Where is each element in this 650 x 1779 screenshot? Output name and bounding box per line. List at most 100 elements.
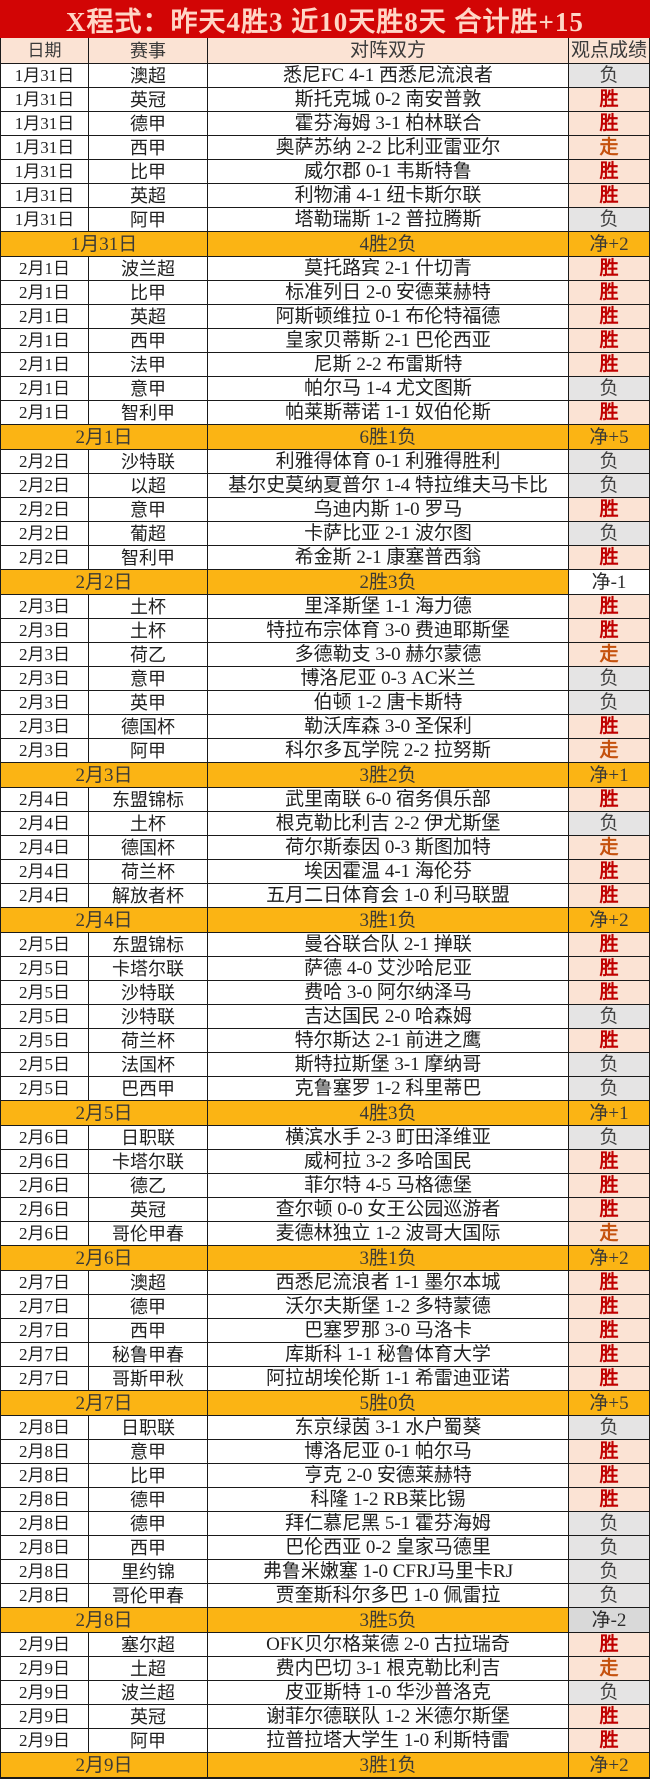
result-cell: 胜 bbox=[569, 1367, 649, 1391]
table-row: 2月8日 日职联 东京绿茵 3-1 水户蜀葵负 bbox=[1, 1416, 649, 1440]
league-cell: 意甲 bbox=[89, 377, 208, 401]
league-cell: 荷兰杯 bbox=[89, 1029, 208, 1053]
league-cell: 土超 bbox=[89, 1657, 208, 1681]
table-row: 2月3日 意甲 博洛尼亚 0-3 AC米兰负 bbox=[1, 667, 649, 691]
date-cell: 2月7日 bbox=[1, 1367, 89, 1391]
date-cell: 2月1日 bbox=[1, 257, 89, 281]
result-cell: 胜 bbox=[569, 1198, 649, 1222]
table-row: 1月31日 阿甲 塔勒瑞斯 1-2 普拉腾斯负 bbox=[1, 208, 649, 232]
date-cell: 2月8日 bbox=[1, 1560, 89, 1584]
league-cell: 荷兰杯 bbox=[89, 860, 208, 884]
date-cell: 2月9日 bbox=[1, 1729, 89, 1753]
date-cell: 1月31日 bbox=[1, 184, 89, 208]
result-cell: 负 bbox=[569, 1053, 649, 1077]
league-cell: 德国杯 bbox=[89, 715, 208, 739]
match-cell: 亨克 2-0 安德莱赫特 bbox=[208, 1464, 569, 1488]
result-cell: 负 bbox=[569, 812, 649, 836]
table-row: 2月1日 英超 阿斯顿维拉 0-1 布伦特福德胜 bbox=[1, 305, 649, 329]
date-cell: 2月3日 bbox=[1, 691, 89, 715]
summary-net-cell: 净+2 bbox=[569, 1753, 649, 1778]
result-cell: 走 bbox=[569, 1222, 649, 1246]
result-cell: 胜 bbox=[569, 1150, 649, 1174]
league-cell: 波兰超 bbox=[89, 257, 208, 281]
result-cell: 胜 bbox=[569, 1029, 649, 1053]
result-cell: 胜 bbox=[569, 329, 649, 353]
league-cell: 德国杯 bbox=[89, 836, 208, 860]
table-row: 1月31日 英冠 斯托克城 0-2 南安普敦胜 bbox=[1, 88, 649, 112]
date-cell: 2月1日 bbox=[1, 281, 89, 305]
result-cell: 胜 bbox=[569, 160, 649, 184]
summary-net-cell: 净+1 bbox=[569, 1101, 649, 1126]
date-cell: 1月31日 bbox=[1, 88, 89, 112]
date-cell: 2月5日 bbox=[1, 933, 89, 957]
match-cell: 帕尔马 1-4 尤文图斯 bbox=[208, 377, 569, 401]
league-cell: 德甲 bbox=[89, 1488, 208, 1512]
table-row: 1月31日 比甲 威尔郡 0-1 韦斯特鲁胜 bbox=[1, 160, 649, 184]
match-cell: 勒沃库森 3-0 圣保利 bbox=[208, 715, 569, 739]
summary-row: 2月3日 3胜2负 净+1 bbox=[1, 763, 649, 788]
column-header-date: 日期 bbox=[1, 38, 89, 64]
date-cell: 2月6日 bbox=[1, 1150, 89, 1174]
result-cell: 胜 bbox=[569, 788, 649, 812]
result-cell: 胜 bbox=[569, 401, 649, 425]
match-cell: 巴塞罗那 3-0 马洛卡 bbox=[208, 1319, 569, 1343]
result-cell: 胜 bbox=[569, 1319, 649, 1343]
result-cell: 胜 bbox=[569, 1633, 649, 1657]
date-cell: 2月8日 bbox=[1, 1488, 89, 1512]
result-cell: 胜 bbox=[569, 1440, 649, 1464]
summary-row: 2月6日 3胜1负 净+2 bbox=[1, 1246, 649, 1271]
table-row: 2月2日 意甲 乌迪内斯 1-0 罗马胜 bbox=[1, 498, 649, 522]
summary-date-cell: 2月8日 bbox=[1, 1608, 208, 1633]
league-cell: 西甲 bbox=[89, 329, 208, 353]
league-cell: 西甲 bbox=[89, 1319, 208, 1343]
summary-net-cell: 净-1 bbox=[569, 570, 649, 595]
result-cell: 负 bbox=[569, 1512, 649, 1536]
league-cell: 土杯 bbox=[89, 812, 208, 836]
date-cell: 1月31日 bbox=[1, 112, 89, 136]
league-cell: 土杯 bbox=[89, 595, 208, 619]
result-cell: 胜 bbox=[569, 1729, 649, 1753]
table-row: 2月8日 哥伦甲春 贾奎斯科尔多巴 1-0 佩雷拉负 bbox=[1, 1584, 649, 1608]
match-cell: 曼谷联合队 2-1 掸联 bbox=[208, 933, 569, 957]
summary-record-cell: 3胜1负 bbox=[208, 1753, 569, 1778]
match-cell: 根克勒比利吉 2-2 伊尤斯堡 bbox=[208, 812, 569, 836]
table-row: 2月8日 西甲 巴伦西亚 0-2 皇家马德里负 bbox=[1, 1536, 649, 1560]
league-cell: 德甲 bbox=[89, 112, 208, 136]
result-cell: 负 bbox=[569, 1077, 649, 1101]
league-cell: 阿甲 bbox=[89, 208, 208, 232]
summary-row: 1月31日 4胜2负 净+2 bbox=[1, 232, 649, 257]
league-cell: 土杯 bbox=[89, 619, 208, 643]
league-cell: 波兰超 bbox=[89, 1681, 208, 1705]
table-row: 2月4日 荷兰杯 埃因霍温 4-1 海伦芬胜 bbox=[1, 860, 649, 884]
match-cell: 多德勒支 3-0 赫尔蒙德 bbox=[208, 643, 569, 667]
match-cell: 沃尔夫斯堡 1-2 多特蒙德 bbox=[208, 1295, 569, 1319]
match-cell: 埃因霍温 4-1 海伦芬 bbox=[208, 860, 569, 884]
summary-date-cell: 2月9日 bbox=[1, 1753, 208, 1778]
league-cell: 澳超 bbox=[89, 1271, 208, 1295]
league-cell: 比甲 bbox=[89, 1464, 208, 1488]
column-header-league: 赛事 bbox=[89, 38, 208, 64]
league-cell: 英甲 bbox=[89, 691, 208, 715]
result-cell: 走 bbox=[569, 1657, 649, 1681]
league-cell: 以超 bbox=[89, 474, 208, 498]
result-cell: 胜 bbox=[569, 860, 649, 884]
table-row: 2月6日 英冠 查尔顿 0-0 女王公园巡游者胜 bbox=[1, 1198, 649, 1222]
summary-date-cell: 2月4日 bbox=[1, 908, 208, 933]
league-cell: 德甲 bbox=[89, 1295, 208, 1319]
result-cell: 胜 bbox=[569, 933, 649, 957]
result-cell: 胜 bbox=[569, 184, 649, 208]
table-row: 2月8日 比甲 亨克 2-0 安德莱赫特胜 bbox=[1, 1464, 649, 1488]
league-cell: 意甲 bbox=[89, 667, 208, 691]
result-cell: 胜 bbox=[569, 1343, 649, 1367]
result-cell: 走 bbox=[569, 136, 649, 160]
match-cell: 希金斯 2-1 康塞普西翁 bbox=[208, 546, 569, 570]
summary-date-cell: 2月6日 bbox=[1, 1246, 208, 1271]
summary-row: 2月8日 3胜5负 净-2 bbox=[1, 1608, 649, 1633]
summary-record-cell: 4胜2负 bbox=[208, 232, 569, 257]
result-cell: 负 bbox=[569, 474, 649, 498]
date-cell: 2月5日 bbox=[1, 1005, 89, 1029]
summary-row: 2月7日 5胜0负 净+5 bbox=[1, 1391, 649, 1416]
result-cell: 胜 bbox=[569, 981, 649, 1005]
match-cell: 五月二日体育会 1-0 利马联盟 bbox=[208, 884, 569, 908]
summary-row: 2月5日 4胜3负 净+1 bbox=[1, 1101, 649, 1126]
